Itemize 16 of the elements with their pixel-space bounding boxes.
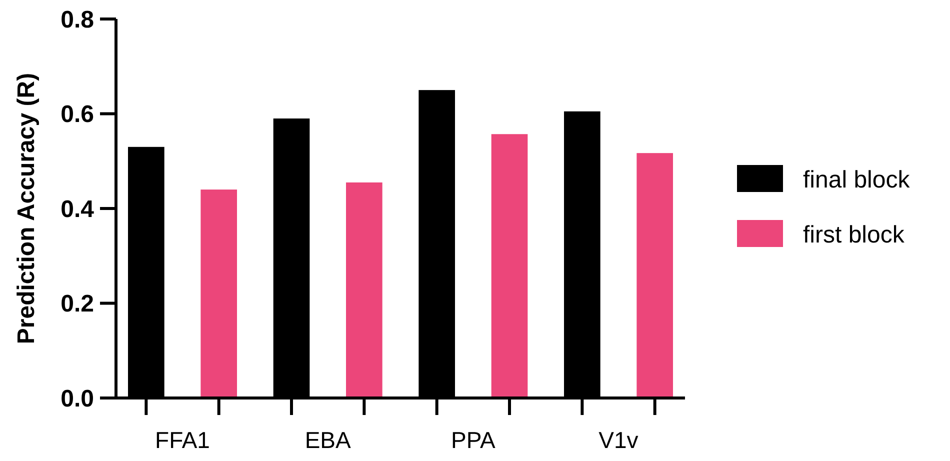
x-tick-label: PPA bbox=[451, 427, 496, 453]
legend-label: first block bbox=[803, 221, 906, 248]
x-tick-label: EBA bbox=[304, 427, 352, 453]
y-tick-label: 0.6 bbox=[60, 101, 94, 128]
bar bbox=[491, 134, 528, 398]
bar bbox=[200, 190, 237, 398]
x-tick-label: FFA1 bbox=[155, 427, 210, 453]
y-tick-label: 0.4 bbox=[60, 196, 95, 223]
x-tick-label: V1v bbox=[598, 427, 639, 453]
bar bbox=[346, 182, 382, 398]
y-tick-label: 0.0 bbox=[60, 385, 94, 412]
y-tick-label: 0.2 bbox=[60, 290, 94, 318]
legend-label: final block bbox=[803, 166, 911, 194]
y-tick-label: 0.8 bbox=[60, 6, 94, 34]
y-axis-title: Prediction Accuracy (R) bbox=[13, 72, 40, 344]
bar bbox=[636, 153, 673, 398]
